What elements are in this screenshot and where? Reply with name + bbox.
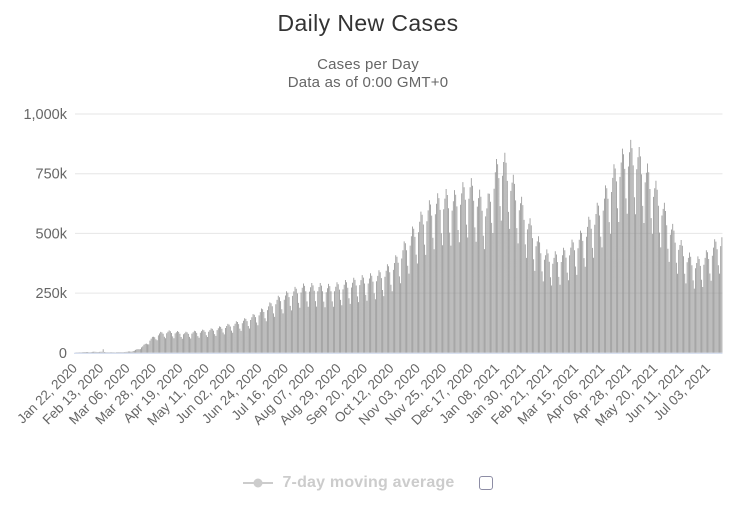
- line-marker-icon: [243, 478, 274, 488]
- gridlines: [75, 113, 723, 294]
- daily-cases-bars[interactable]: [75, 139, 723, 353]
- legend: 7-day moving average: [0, 468, 736, 498]
- svg-text:0: 0: [59, 346, 67, 362]
- svg-text:250k: 250k: [36, 286, 68, 302]
- y-axis-labels: 0 250k 500k 750k 1,000k: [23, 107, 67, 362]
- svg-text:500k: 500k: [36, 226, 68, 242]
- legend-item-label: 7-day moving average: [282, 474, 455, 491]
- chart-title: Daily New Cases: [277, 10, 459, 36]
- legend-checkbox[interactable]: [478, 476, 493, 490]
- chart-subtitle-caption: Cases per Day: [317, 56, 419, 73]
- svg-text:1,000k: 1,000k: [23, 107, 67, 123]
- svg-text:750k: 750k: [36, 167, 68, 183]
- legend-item-7day-average[interactable]: 7-day moving average: [243, 474, 454, 492]
- chart-subtitle-date: Data as of 0:00 GMT+0: [287, 74, 449, 91]
